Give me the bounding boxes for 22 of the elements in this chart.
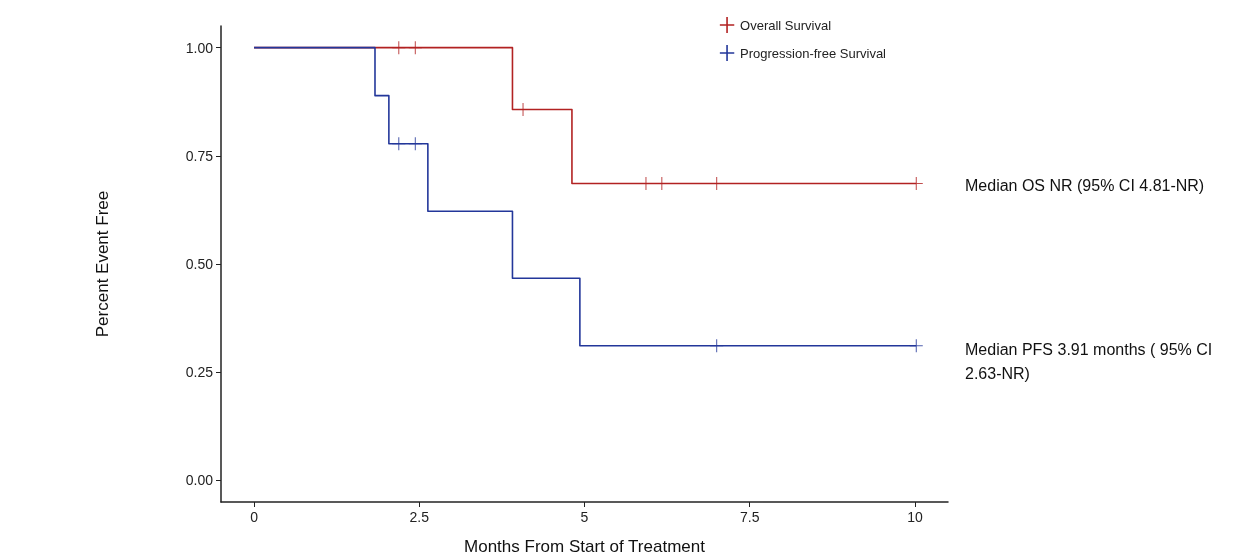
y-tick-label: 0.75 — [185, 147, 214, 164]
x-tick-label: 2.5 — [409, 509, 430, 525]
x-tick-label: 5 — [580, 509, 589, 525]
x-tick-label: 10 — [907, 509, 923, 525]
x-axis-title: Months From Start of Treatment — [464, 537, 706, 556]
point — [392, 137, 406, 151]
x-tick-label: 7.5 — [739, 509, 760, 525]
text: Median OS NR (95% CI 4.81-NR) — [965, 176, 1205, 194]
y-tick-label: 0.50 — [185, 256, 214, 272]
legend-label: Progression-free Survival — [740, 45, 887, 61]
x-tick-label: 0 — [250, 509, 259, 525]
legend-label: Overall Survival — [740, 17, 832, 33]
point — [392, 41, 406, 55]
y-axis-title: Percent Event Free — [93, 190, 112, 338]
y-tick-label: 1.00 — [185, 39, 214, 56]
y-tick-label: 0.25 — [185, 364, 214, 381]
point — [710, 339, 724, 353]
point — [408, 137, 422, 151]
text: Median PFS 3.91 months ( 95% CI 2.63-NR) — [965, 340, 1217, 382]
point — [909, 339, 923, 353]
y-tick-label: 0.00 — [185, 472, 214, 489]
point — [408, 41, 422, 55]
